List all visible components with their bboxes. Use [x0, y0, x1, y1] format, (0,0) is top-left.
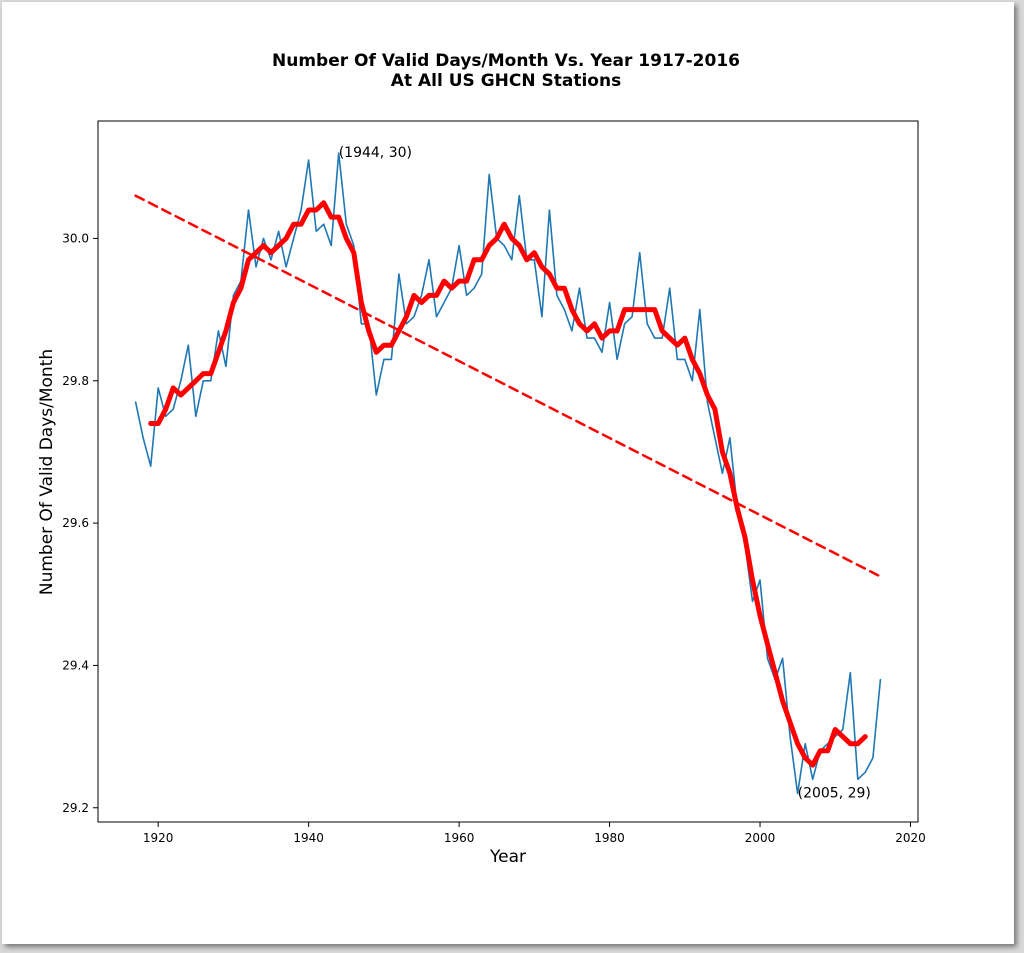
- plot-area: [97, 120, 919, 823]
- x-tick-label: 1960: [444, 831, 475, 845]
- annotation-label: (2005, 29): [798, 786, 871, 802]
- x-axis-label: Year: [489, 847, 526, 867]
- y-tick-label: 30.0: [62, 231, 89, 245]
- annotation-label: (1944, 30): [339, 145, 412, 161]
- x-tick-label: 1920: [143, 831, 174, 845]
- smoothed-series-line: [148, 200, 868, 768]
- y-tick-label: 29.6: [62, 516, 89, 530]
- x-tick-label: 2020: [895, 831, 926, 845]
- series-layer: [134, 152, 882, 795]
- y-axis-label: Number Of Valid Days/Month: [37, 349, 57, 595]
- y-tick-label: 29.2: [62, 801, 89, 815]
- x-axis: 1920 1940 1960 1980 2000 2020: [143, 822, 926, 845]
- annotation-layer: (1944, 30) (2005, 29): [339, 145, 871, 802]
- chart-title: Number Of Valid Days/Month Vs. Year 1917…: [272, 51, 740, 71]
- y-tick-label: 29.8: [62, 374, 89, 388]
- trend-line: [134, 194, 882, 578]
- y-axis: 29.2 29.4 29.6 29.8 30.0: [62, 231, 98, 815]
- x-tick-label: 2000: [745, 831, 776, 845]
- x-tick-label: 1980: [594, 831, 625, 845]
- chart-subtitle: At All US GHCN Stations: [390, 71, 622, 91]
- y-tick-label: 29.4: [62, 658, 89, 672]
- x-tick-label: 1940: [293, 831, 324, 845]
